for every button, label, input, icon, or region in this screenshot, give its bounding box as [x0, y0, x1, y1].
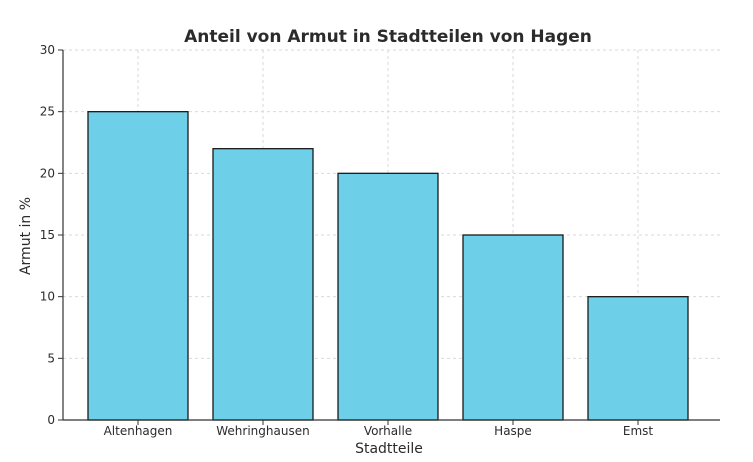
bar-vorhalle [337, 172, 439, 421]
x-ticks: Altenhagen Wehringhausen Vorhalle Haspe Emst [104, 420, 654, 438]
y-tick-label: 10 [40, 290, 55, 304]
y-axis-label: Armut in % [18, 197, 34, 275]
x-axis-label: Stadtteile [355, 441, 423, 457]
y-tick-label: 20 [40, 166, 55, 180]
bar-altenhagen [87, 111, 189, 421]
x-tick-label-haspe: Haspe [494, 424, 532, 438]
bar-haspe [462, 234, 564, 421]
y-tick-label: 5 [47, 351, 55, 365]
y-tick-label: 30 [40, 43, 55, 57]
x-tick-label-emst: Emst [623, 424, 654, 438]
x-tick-label-altenhagen: Altenhagen [104, 424, 173, 438]
chart-title: Anteil von Armut in Stadtteilen von Hage… [184, 27, 592, 47]
y-tick-label: 25 [40, 105, 55, 119]
y-tick-label: 15 [40, 228, 55, 242]
bar-emst [587, 296, 689, 421]
x-tick-label-vorhalle: Vorhalle [364, 424, 412, 438]
y-tick-label: 0 [47, 413, 55, 427]
bar-wehringhausen [212, 148, 314, 421]
bars-layer [87, 111, 689, 421]
y-ticks: 0 5 10 15 20 25 30 [40, 43, 63, 427]
x-tick-label-wehringhausen: Wehringhausen [216, 424, 309, 438]
